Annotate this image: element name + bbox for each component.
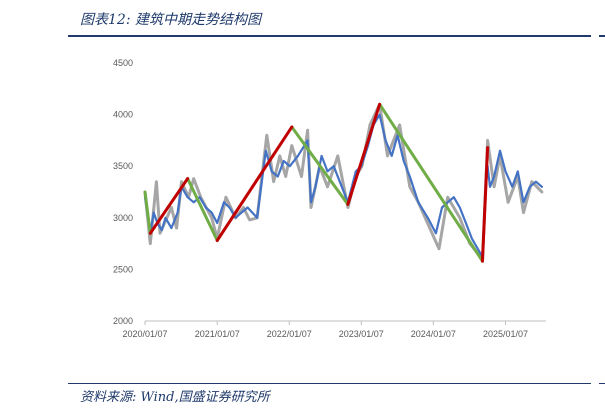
- uptrend-segment: [215, 125, 294, 243]
- x-tick-label: 2020/01/07: [122, 329, 167, 339]
- y-tick-label: 2000: [113, 316, 133, 326]
- x-tick-label: 2023/01/07: [339, 329, 384, 339]
- x-tick-label: 2021/01/07: [195, 329, 240, 339]
- y-tick-label: 3500: [113, 161, 133, 171]
- downtrend-segment: [378, 102, 484, 263]
- y-tick-label: 3000: [113, 213, 133, 223]
- x-tick-label: 2024/01/07: [411, 329, 456, 339]
- y-tick-label: 2500: [113, 264, 133, 274]
- y-tick-label: 4000: [113, 110, 133, 120]
- downtrend-segment: [143, 190, 152, 235]
- y-tick-label: 4500: [113, 58, 133, 68]
- downtrend-segment: [186, 177, 219, 243]
- bottom-rule-right: [599, 383, 605, 384]
- source-note: 资料来源: Wind,国盛证券研究所: [80, 390, 270, 405]
- uptrend-segment: [480, 146, 490, 263]
- uptrend-segment: [148, 177, 190, 235]
- top-rule-right: [599, 35, 605, 37]
- bottom-rule: [68, 383, 591, 384]
- x-tick-label: 2025/01/07: [483, 329, 528, 339]
- x-tick-label: 2022/01/07: [267, 329, 312, 339]
- top-rule: [68, 35, 591, 37]
- chart-title: 图表12: 建筑中期走势结构图: [80, 12, 261, 28]
- uptrend-segment: [346, 102, 382, 206]
- downtrend-segment: [290, 125, 350, 206]
